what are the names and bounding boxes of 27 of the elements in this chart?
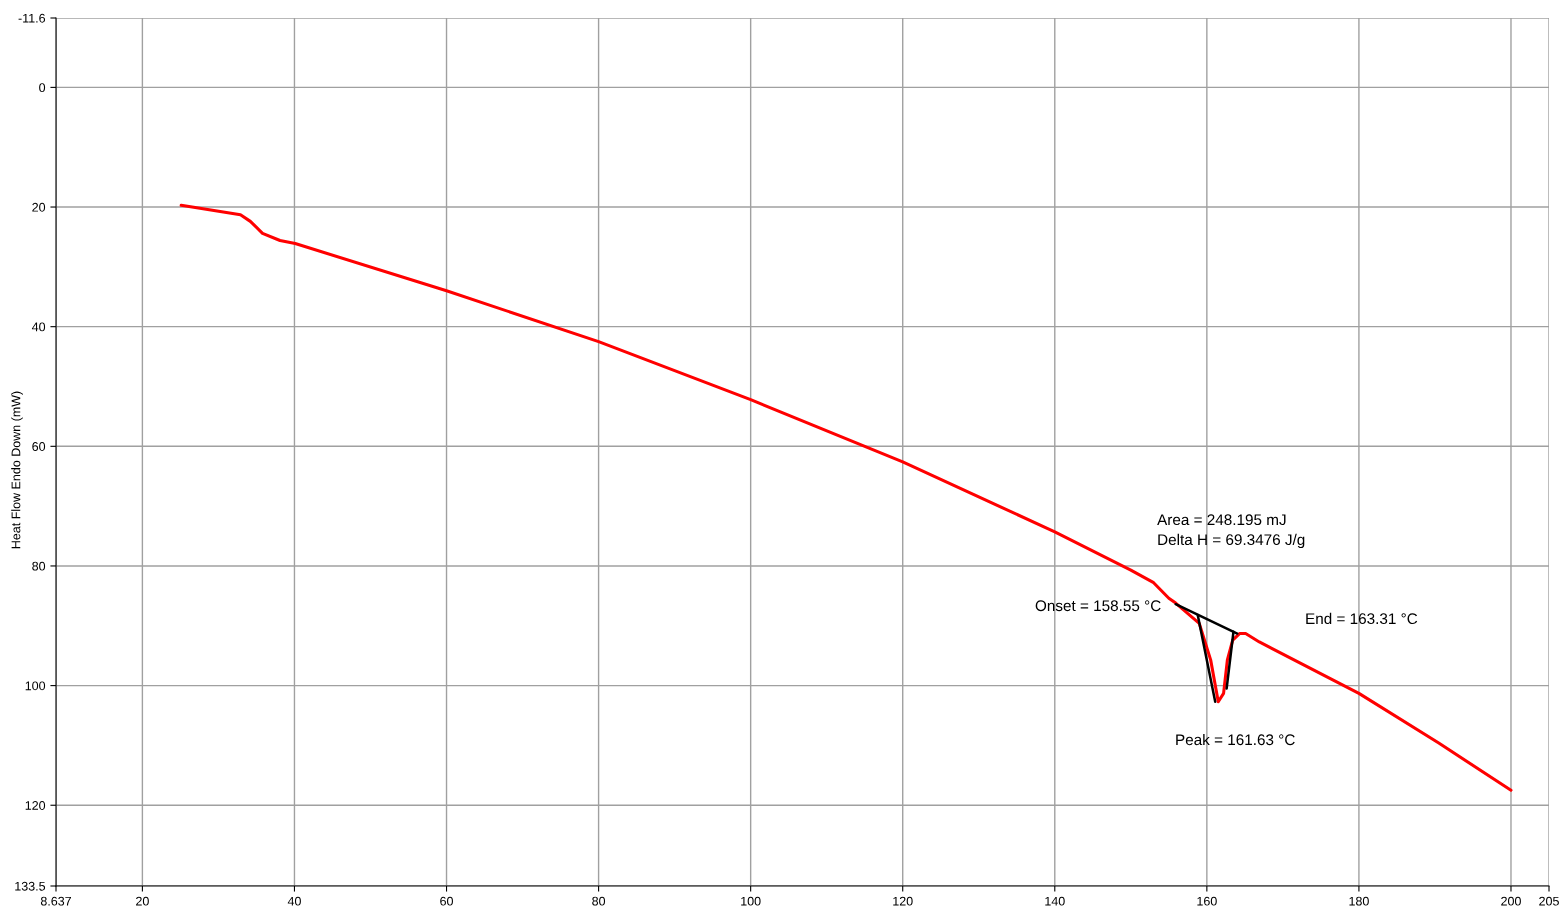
y-tick-label: 20: [32, 202, 46, 212]
y-tick-label: 60: [32, 442, 46, 451]
x-tick-label: 205: [1539, 896, 1559, 906]
y-tick-label: 40: [31, 322, 46, 332]
y-tick-label: 133.5: [15, 881, 46, 891]
y-tick-label: 0: [39, 83, 46, 93]
x-tick-label: 120: [893, 896, 913, 906]
x-tick-label: 8.637: [40, 896, 72, 906]
y-axis-title: Heat Flow Endo Down (mW): [11, 391, 23, 549]
annotation: Delta H = 69.3476 J/g: [1158, 533, 1305, 549]
y-tick-label: -11.6: [18, 13, 46, 23]
x-tick-label: 20: [136, 896, 149, 906]
y-tick-label: 80: [32, 561, 46, 571]
y-tick-label: 120: [25, 801, 46, 810]
y-tick-label: 100: [25, 681, 46, 691]
x-tick-label: 40: [287, 896, 301, 906]
x-tick-label: 80: [592, 896, 606, 906]
x-tick-label: 140: [1045, 896, 1065, 906]
x-tick-label: 160: [1197, 896, 1217, 906]
annotation: End = 163.31 °C: [1306, 612, 1418, 625]
x-tick-label: 200: [1501, 896, 1521, 906]
annotation: Onset = 158.55 °C: [1035, 600, 1161, 612]
x-tick-label: 60: [440, 896, 453, 906]
x-tick-label: 100: [741, 896, 761, 906]
annotation: Peak = 161.63 °C: [1176, 733, 1295, 746]
annotation: Area = 248.195 mJ: [1157, 514, 1286, 526]
x-tick-label: 180: [1349, 896, 1369, 906]
